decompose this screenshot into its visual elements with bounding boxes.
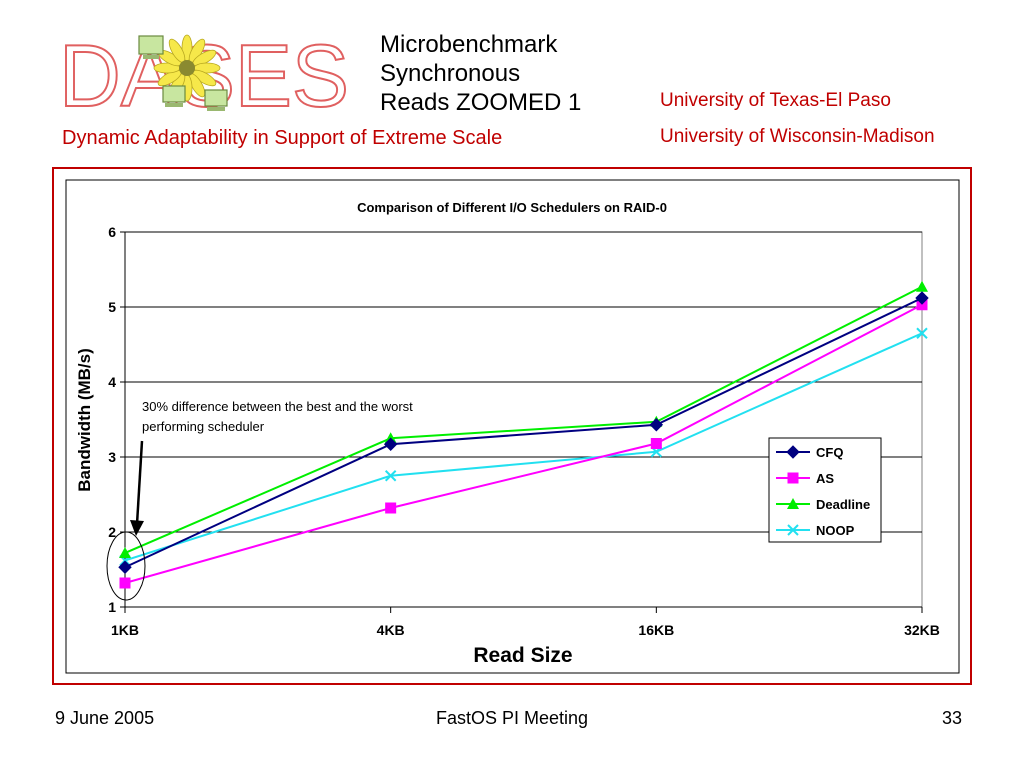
- highlight-ellipse: [106, 531, 146, 601]
- point-as-1KB: [119, 577, 131, 589]
- annotation-line-1: 30% difference between the best and the …: [142, 399, 413, 414]
- point-as-16KB: [650, 438, 662, 449]
- legend-marker-noop-stroke-b: [787, 524, 799, 536]
- y-axis-label: Bandwidth (MB/s): [75, 348, 94, 492]
- legend-box: [768, 437, 882, 543]
- footer-event: FastOS PI Meeting: [435, 708, 589, 728]
- annotation: 30% difference between the best and the …: [106, 399, 413, 601]
- point-as-4KB: [385, 502, 397, 514]
- y-tick-label: 2: [108, 524, 116, 540]
- point-cfq-16KB: [649, 418, 664, 432]
- x-tick-label: 32KB: [904, 622, 940, 638]
- series-line-cfq: [124, 297, 923, 569]
- x-tick-label: 16KB: [638, 622, 674, 638]
- series-line-deadline: [124, 285, 923, 554]
- slide-title: Microbenchmark Synchronous Reads ZOOMED …: [380, 30, 640, 117]
- legend-label-noop: NOOP: [816, 523, 855, 538]
- point-noop-32KB-stroke-b: [916, 327, 928, 339]
- point-noop-4KB-stroke-b: [384, 470, 397, 482]
- point-cfq-4KB: [383, 437, 398, 451]
- annotation-line-2: performing scheduler: [142, 419, 265, 434]
- x-tick-label: 4KB: [377, 622, 405, 638]
- legend: CFQ AS Deadline NOOP: [768, 437, 882, 543]
- arrow-head-icon: [130, 520, 144, 536]
- footer-page-number: 33: [941, 708, 962, 728]
- chart-frame: [52, 167, 972, 685]
- point-deadline-32KB: [916, 280, 928, 292]
- point-deadline-1KB: [119, 547, 131, 558]
- y-tick-label: 4: [108, 374, 116, 390]
- chart-title: Comparison of Different I/O Schedulers o…: [357, 200, 667, 215]
- legend-marker-noop: [787, 524, 799, 536]
- annotation-arrow: [135, 440, 144, 525]
- subtitle: Dynamic Adaptability in Support of Extre…: [62, 127, 503, 149]
- y-tick-label: 6: [108, 224, 116, 240]
- point-cfq-1KB: [118, 560, 132, 574]
- y-tick-label: 5: [108, 299, 116, 315]
- legend-label-cfq: CFQ: [816, 445, 843, 460]
- university-utep: University of Texas-El Paso: [660, 90, 891, 111]
- point-as-32KB: [916, 299, 928, 311]
- point-cfq-32KB: [915, 291, 929, 305]
- point-noop-4KB: [384, 470, 397, 482]
- x-tick-label: 1KB: [111, 622, 139, 638]
- legend-marker-cfq: [786, 445, 800, 459]
- legend-marker-deadline: [787, 498, 799, 509]
- point-noop-32KB: [916, 327, 928, 339]
- university-uw: University of Wisconsin-Madison: [660, 126, 935, 147]
- flower-icon: [153, 34, 221, 102]
- dases-logo: DASES: [58, 30, 350, 115]
- title-line-2: Synchronous: [380, 60, 521, 87]
- title-line-1: Microbenchmark: [380, 31, 558, 58]
- legend-label-deadline: Deadline: [816, 497, 870, 512]
- footer-date: 9 June 2005: [55, 708, 155, 728]
- y-tick-label: 3: [108, 449, 116, 465]
- series-line-noop: [124, 332, 923, 562]
- legend-label-as: AS: [816, 471, 834, 486]
- x-axis-label: Read Size: [473, 644, 572, 667]
- legend-marker-as: [787, 472, 799, 484]
- series-line-as: [124, 303, 923, 584]
- title-line-3: Reads ZOOMED 1: [380, 89, 582, 116]
- computer-icon: [138, 35, 228, 111]
- y-tick-label: 1: [108, 599, 116, 615]
- chart-area-border: [65, 179, 960, 674]
